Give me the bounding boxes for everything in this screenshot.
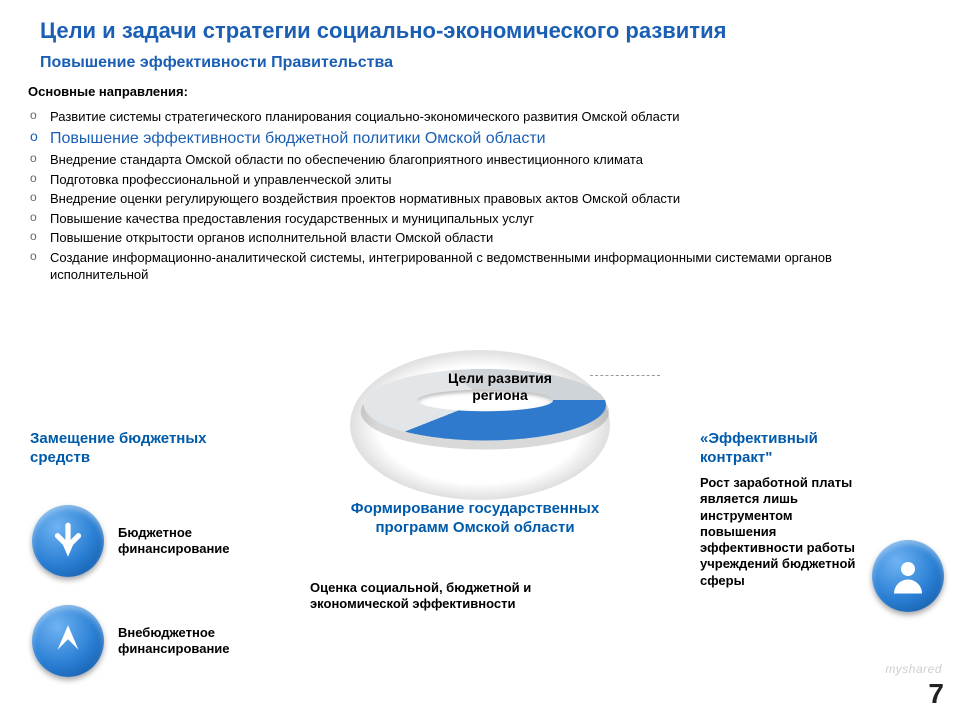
- list-item: Внедрение стандарта Омской области по об…: [28, 150, 900, 170]
- right-body: Рост заработной платы является лишь инст…: [700, 475, 860, 589]
- bottom-heading: Формирование государственных программ Ом…: [330, 500, 620, 538]
- page-number: 7: [928, 678, 944, 710]
- directions-list: Развитие системы стратегического планиро…: [0, 107, 960, 285]
- ring-graphic: Цели развития региона: [310, 310, 650, 530]
- left-heading: Замещение бюджетных средств: [30, 430, 220, 468]
- list-item: Внедрение оценки регулирующего воздейств…: [28, 189, 900, 209]
- left-icon2-label: Внебюджетное финансирование: [118, 625, 288, 658]
- list-item: Создание информационно-аналитической сис…: [28, 248, 900, 285]
- list-item: Повышение качества предоставления госуда…: [28, 209, 900, 229]
- right-heading: «Эффективный контракт": [700, 430, 880, 468]
- connector-line: [590, 375, 660, 376]
- arrow-up-icon: [32, 605, 104, 677]
- ring-center-label: Цели развития региона: [430, 370, 570, 404]
- arrow-down-icon: [32, 505, 104, 577]
- list-item: Повышение эффективности бюджетной полити…: [28, 127, 900, 151]
- bottom-sub: Оценка социальной, бюджетной и экономиче…: [310, 580, 630, 613]
- list-item: Развитие системы стратегического планиро…: [28, 107, 900, 127]
- left-icon1-label: Бюджетное финансирование: [118, 525, 288, 558]
- slide-title: Цели и задачи стратегии социально-эконом…: [0, 0, 960, 50]
- watermark: myshared: [885, 662, 942, 676]
- list-item: Повышение открытости органов исполнитель…: [28, 228, 900, 248]
- person-icon: [872, 540, 944, 612]
- list-item: Подготовка профессиональной и управленче…: [28, 170, 900, 190]
- slide-subtitle: Повышение эффективности Правительства: [0, 50, 960, 80]
- directions-heading: Основные направления:: [0, 80, 960, 107]
